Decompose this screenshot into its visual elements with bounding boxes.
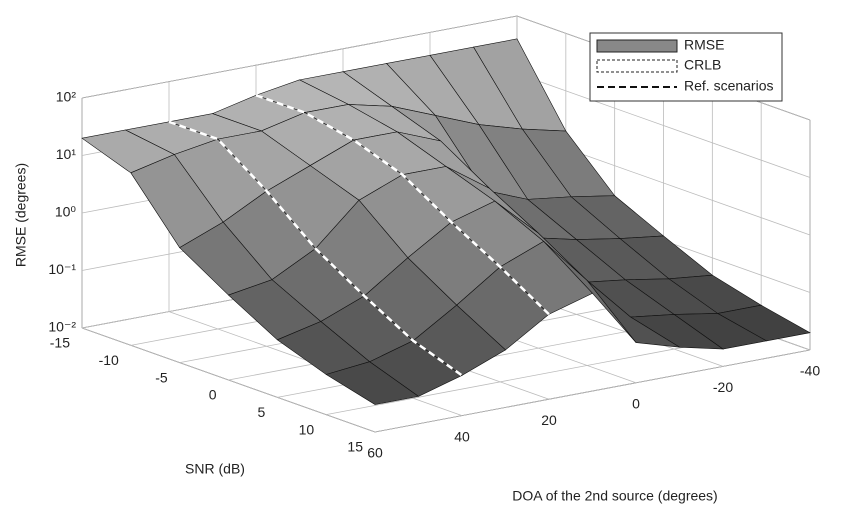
- surface-cell: [325, 361, 420, 405]
- z-tick-label: 10²: [56, 89, 77, 105]
- y-tick-label: -15: [50, 335, 70, 351]
- z-tick-label: 10¹: [56, 146, 77, 162]
- legend-label: Ref. scenarios: [684, 78, 773, 94]
- x-axis-label: DOA of the 2nd source (degrees): [512, 488, 717, 504]
- legend-swatch: [596, 59, 678, 73]
- legend-label: RMSE: [684, 37, 724, 53]
- surface: [81, 38, 811, 405]
- y-tick-label: 15: [347, 439, 363, 455]
- overlay: 10⁻² 10⁻¹ 10⁰ 10¹ 10² -15 -10 -5 0 5 10 15 60 40 20 0 -2…: [48, 89, 820, 461]
- legend-label: CRLB: [684, 57, 721, 73]
- y-tick-label: 0: [209, 387, 217, 403]
- legend-swatch: [596, 39, 678, 53]
- x-tick-label: 40: [454, 428, 470, 444]
- ref-scenario-line: [168, 120, 463, 377]
- ref-scenario-line: [255, 94, 550, 316]
- y-tick-label: 5: [258, 404, 266, 420]
- z-axis-label: RMSE (degrees): [13, 163, 29, 267]
- y-tick-label: -5: [155, 369, 168, 385]
- grid-line: [374, 349, 811, 433]
- grid-line: [81, 15, 518, 99]
- x-tick-label: 0: [632, 396, 640, 412]
- z-tick-label: 10⁻¹: [48, 261, 76, 277]
- x-tick-label: -20: [713, 379, 733, 395]
- y-tick-label: -10: [99, 352, 119, 368]
- y-tick-label: 10: [299, 421, 315, 437]
- z-tick-label: 10⁰: [55, 204, 77, 220]
- x-tick-label: 60: [367, 445, 383, 461]
- legend: RMSE CRLB Ref. scenarios: [589, 32, 783, 102]
- z-tick-label: 10⁻²: [48, 319, 76, 335]
- y-axis-label: SNR (dB): [185, 461, 245, 477]
- x-tick-label: -40: [800, 363, 820, 379]
- x-tick-label: 20: [541, 412, 557, 428]
